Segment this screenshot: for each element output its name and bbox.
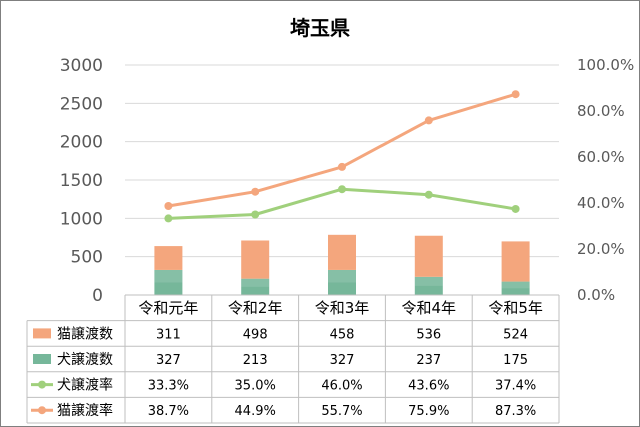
y-tick-label: 3000 <box>60 56 103 76</box>
category-label: 令和2年 <box>228 299 283 317</box>
line-dog-rate-point <box>251 210 260 219</box>
y-tick-label: 1000 <box>60 209 103 229</box>
y2-tick-label: 20.0% <box>577 240 625 258</box>
data-label: 524 <box>503 327 528 342</box>
legend-key-bar <box>33 328 51 339</box>
data-label: 87.3% <box>495 404 536 419</box>
bar-cat-adoptions <box>241 240 270 279</box>
series-name: 猫譲渡数 <box>57 326 113 342</box>
y2-tick-label: 100.0% <box>577 56 634 74</box>
bar-dog-adoptions <box>154 269 183 295</box>
chart-title: 埼玉県 <box>290 16 350 40</box>
bar-series <box>154 234 530 295</box>
y-tick-label: 1500 <box>60 171 103 191</box>
data-label: 55.7% <box>321 404 362 419</box>
bar-dog-adoptions <box>328 269 356 295</box>
y2-tick-label: 60.0% <box>577 148 625 166</box>
line-cat-rate-point <box>251 187 260 196</box>
series-name: 猫譲渡率 <box>57 402 113 419</box>
line-cat-rate-point <box>338 162 346 171</box>
bar-cat-adoptions <box>328 234 356 270</box>
legend-key-bar <box>33 354 51 364</box>
y-axis-right: 0.0% 20.0% 40.0% 60.0% 80.0% 100.0% <box>577 56 634 304</box>
line-cat-rate-point <box>511 90 520 99</box>
data-label: 536 <box>416 327 441 342</box>
y2-tick-label: 80.0% <box>577 102 625 120</box>
line-series <box>164 90 520 223</box>
series-name: 犬譲渡数 <box>57 352 113 368</box>
category-label: 令和5年 <box>488 299 543 317</box>
data-label: 43.6% <box>408 379 449 394</box>
bar-dog-adoptions-sheen <box>328 269 356 283</box>
line-dog-rate-point <box>164 214 173 223</box>
data-label: 458 <box>330 327 355 342</box>
bar-cat-adoptions <box>154 246 183 270</box>
data-label: 311 <box>156 327 181 342</box>
y-tick-label: 2000 <box>60 133 103 153</box>
data-label: 33.3% <box>148 379 189 394</box>
y2-tick-label: 0.0% <box>577 286 615 304</box>
y-tick-label: 500 <box>71 248 103 268</box>
y-tick-label: 2500 <box>60 94 103 114</box>
data-label: 46.0% <box>321 379 362 394</box>
category-label: 令和4年 <box>402 299 457 317</box>
bar-cat-adoptions <box>414 235 443 277</box>
line-dog-rate-point <box>511 204 520 213</box>
line-cat-rate-point <box>164 201 173 210</box>
bar-dog-adoptions-sheen <box>154 269 183 283</box>
line-cat-rate-point <box>424 116 433 125</box>
line-dog-rate-point <box>424 190 433 199</box>
data-label: 35.0% <box>235 379 276 394</box>
bar-dog-adoptions-sheen <box>414 276 443 286</box>
y-axis-left: 0 500 1000 1500 2000 2500 3000 <box>60 56 103 306</box>
bar-dog-adoptions <box>241 278 270 295</box>
bar-dog-adoptions <box>501 281 530 295</box>
data-label: 75.9% <box>408 404 449 419</box>
gridlines <box>125 64 559 258</box>
data-label: 213 <box>243 353 268 368</box>
legend-key-marker <box>38 380 46 389</box>
line-dog-rate-point <box>338 185 346 194</box>
data-label: 237 <box>416 353 441 368</box>
y-tick-label: 0 <box>92 286 103 306</box>
data-label: 327 <box>156 353 181 368</box>
bar-dog-adoptions-sheen <box>501 281 530 289</box>
category-label: 令和3年 <box>315 299 370 317</box>
data-label: 327 <box>330 353 355 368</box>
y2-tick-label: 40.0% <box>577 194 625 212</box>
data-label: 175 <box>503 353 528 368</box>
data-label: 38.7% <box>148 404 189 419</box>
category-label: 令和元年 <box>138 299 198 317</box>
bar-dog-adoptions <box>414 276 443 295</box>
series-name: 犬譲渡率 <box>57 377 113 394</box>
line-dog-rate <box>168 187 516 220</box>
bar-cat-adoptions <box>501 241 530 282</box>
data-label: 37.4% <box>495 379 536 394</box>
data-label: 44.9% <box>235 404 276 419</box>
legend-key-marker <box>38 406 46 415</box>
bar-dog-adoptions-sheen <box>241 278 270 287</box>
data-label: 498 <box>243 327 268 342</box>
